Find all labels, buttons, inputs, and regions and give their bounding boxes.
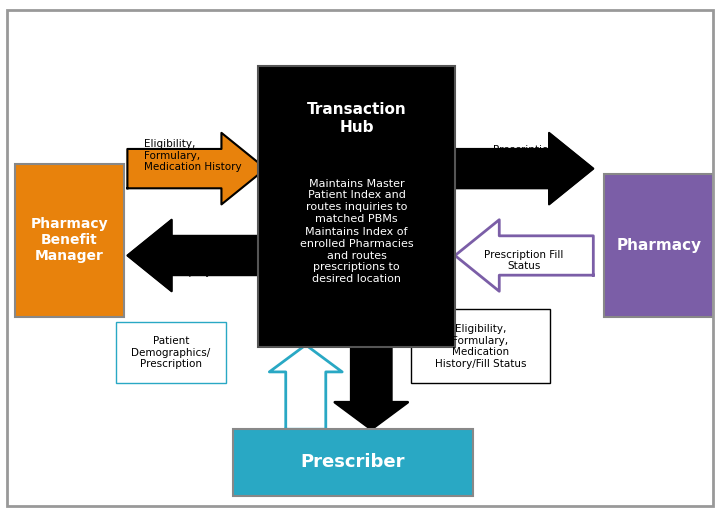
Text: Prescription Fill
Status: Prescription Fill Status	[484, 250, 564, 271]
Text: Prescriber: Prescriber	[301, 453, 405, 472]
Text: Pharmacy
Benefit
Manager: Pharmacy Benefit Manager	[31, 217, 108, 263]
Polygon shape	[335, 345, 408, 429]
FancyBboxPatch shape	[258, 66, 455, 347]
FancyBboxPatch shape	[116, 322, 226, 383]
FancyBboxPatch shape	[411, 309, 550, 383]
Text: Pharmacy: Pharmacy	[617, 238, 701, 253]
Text: Eligibility,
Formulary,
Medication
History/Fill Status: Eligibility, Formulary, Medication Histo…	[435, 324, 526, 369]
FancyBboxPatch shape	[604, 174, 713, 317]
Polygon shape	[455, 133, 593, 204]
Polygon shape	[269, 345, 342, 429]
Polygon shape	[127, 133, 266, 204]
Text: Maintains Master
Patient Index and
routes inquiries to
matched PBMs: Maintains Master Patient Index and route…	[306, 179, 408, 224]
Text: Patient
Demographics/
Prescription: Patient Demographics/ Prescription	[132, 336, 210, 369]
Text: Patient
Information
Inquiry: Patient Information Inquiry	[162, 244, 223, 277]
Polygon shape	[455, 220, 593, 291]
Text: Maintains Index of
enrolled Pharmacies
and routes
prescriptions to
desired locat: Maintains Index of enrolled Pharmacies a…	[300, 227, 414, 284]
Text: Eligibility,
Formulary,
Medication History: Eligibility, Formulary, Medication Histo…	[144, 140, 242, 172]
Polygon shape	[127, 220, 266, 291]
FancyBboxPatch shape	[15, 164, 124, 317]
FancyBboxPatch shape	[233, 429, 473, 496]
Text: Prescription
Data: Prescription Data	[493, 145, 555, 167]
Text: Transaction
Hub: Transaction Hub	[306, 102, 407, 134]
